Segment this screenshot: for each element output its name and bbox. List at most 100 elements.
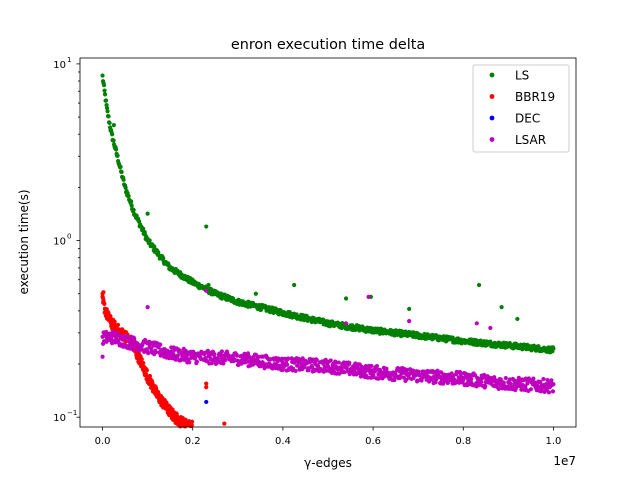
data-point <box>204 381 209 386</box>
data-point <box>371 373 376 378</box>
data-point <box>102 301 107 307</box>
data-point <box>104 105 110 111</box>
data-point <box>551 382 556 387</box>
data-point <box>152 244 157 249</box>
x-offset-label: 1e7 <box>553 454 576 468</box>
data-point <box>204 288 209 293</box>
data-point <box>158 342 163 347</box>
legend-marker-lsar <box>489 137 495 142</box>
data-point <box>253 291 258 296</box>
x-tick-label: 1.0 <box>546 436 562 447</box>
data-point <box>149 346 154 351</box>
data-point <box>392 377 397 383</box>
legend-label-lsar: LSAR <box>515 133 546 147</box>
data-point <box>223 357 228 363</box>
data-point <box>118 164 123 169</box>
data-point <box>180 354 185 359</box>
data-point <box>499 305 504 310</box>
data-point <box>369 363 374 369</box>
data-point <box>113 147 119 152</box>
data-point <box>190 419 195 424</box>
data-point <box>501 380 506 385</box>
data-point <box>546 390 552 395</box>
data-point <box>101 83 107 88</box>
data-point <box>293 368 298 374</box>
series-dec <box>204 399 209 405</box>
data-point <box>374 363 379 369</box>
data-point <box>496 386 501 391</box>
legend-frame <box>472 64 570 153</box>
data-point <box>433 380 438 385</box>
data-point <box>115 153 120 158</box>
data-point <box>479 379 484 385</box>
y-tick-exponent: −1 <box>67 409 77 417</box>
data-point <box>175 353 180 358</box>
legend-label-bbr19: BBR19 <box>515 90 555 104</box>
x-axis-label: γ-edges <box>304 456 352 470</box>
data-point <box>212 352 217 357</box>
legend-items: LS BBR19 DEC LSAR <box>489 69 555 147</box>
data-point <box>187 360 192 365</box>
data-point <box>407 306 412 312</box>
data-point <box>295 363 300 368</box>
series-bbr19 <box>100 290 227 429</box>
data-point <box>147 238 152 243</box>
x-tick-label: 0.0 <box>95 436 111 447</box>
data-point <box>541 376 546 382</box>
legend-marker-dec <box>489 115 495 121</box>
data-point <box>523 384 528 390</box>
data-point <box>100 73 105 78</box>
data-point <box>256 354 261 359</box>
data-point <box>365 375 370 380</box>
data-point <box>531 376 536 381</box>
data-point <box>103 98 109 103</box>
data-point <box>131 207 136 212</box>
data-point <box>123 185 128 190</box>
y-tick-exponent: 1 <box>67 56 71 64</box>
data-point <box>230 296 236 301</box>
data-point <box>127 338 132 343</box>
data-point <box>121 177 126 182</box>
data-point <box>204 399 209 405</box>
y-tick-exponent: 0 <box>67 233 71 241</box>
data-point <box>144 368 149 373</box>
data-point <box>101 290 106 295</box>
data-point <box>129 199 134 204</box>
y-tick-label: 10 <box>53 60 66 71</box>
data-point <box>189 423 194 428</box>
x-tick-label: 0.2 <box>185 436 201 447</box>
y-tick-label: 10 <box>53 413 66 424</box>
y-tick-label: 10 <box>53 237 66 248</box>
data-point <box>141 360 146 366</box>
x-tick-label: 0.6 <box>365 436 381 447</box>
data-point <box>111 123 116 128</box>
data-point <box>285 362 290 367</box>
x-tick-label: 0.8 <box>455 436 471 447</box>
legend: LS BBR19 DEC LSAR <box>472 64 570 153</box>
data-point <box>446 380 451 385</box>
data-point <box>139 357 144 362</box>
data-point <box>102 88 107 93</box>
data-point <box>416 369 421 374</box>
plot-frame <box>79 57 577 428</box>
data-point <box>126 193 131 199</box>
data-point <box>183 417 188 422</box>
legend-label-ls: LS <box>515 69 529 83</box>
data-point <box>194 359 199 364</box>
series-ls <box>100 73 556 355</box>
data-point <box>119 169 124 175</box>
data-point <box>483 383 488 388</box>
data-point <box>503 375 508 381</box>
data-point <box>146 351 151 356</box>
data-point <box>107 120 112 126</box>
data-point <box>339 367 344 372</box>
data-point <box>328 358 333 363</box>
data-point <box>147 373 152 379</box>
y-axis-label: execution time(s) <box>17 189 31 294</box>
data-point <box>204 224 209 229</box>
data-point <box>102 92 108 97</box>
data-point <box>342 370 347 375</box>
data-point <box>498 377 503 382</box>
data-point <box>458 371 463 376</box>
data-point <box>538 379 543 385</box>
